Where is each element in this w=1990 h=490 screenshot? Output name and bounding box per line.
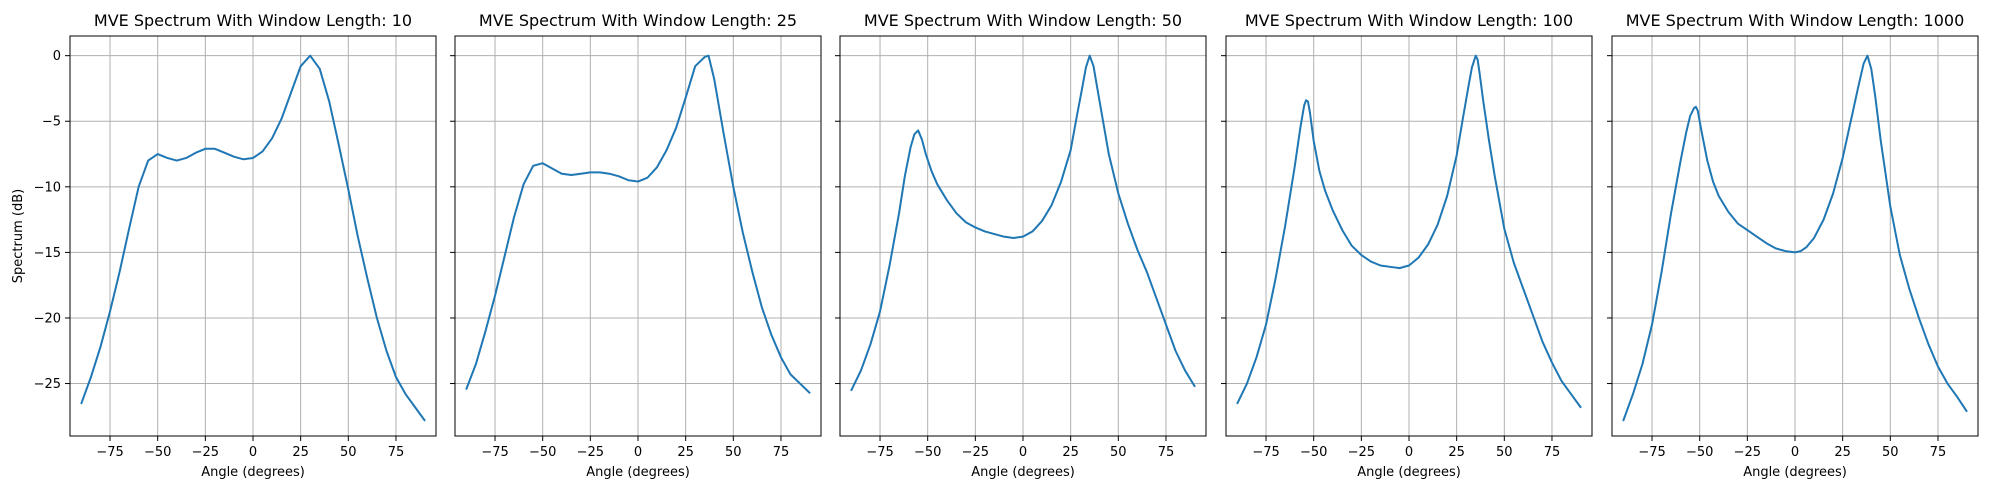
x-tick-label: −25: [1734, 445, 1761, 460]
x-tick-label: 0: [1405, 445, 1413, 460]
chart-title: MVE Spectrum With Window Length: 1000: [1626, 11, 1965, 30]
x-tick-label: −25: [192, 445, 219, 460]
y-tick-label: −25: [34, 377, 61, 392]
x-axis-label: Angle (degrees): [1357, 465, 1461, 480]
x-tick-label: 0: [634, 445, 642, 460]
x-tick-label: 75: [1544, 445, 1561, 460]
y-tick-label: −10: [34, 180, 61, 195]
x-tick-label: 75: [773, 445, 790, 460]
x-tick-label: 0: [249, 445, 257, 460]
x-tick-label: 25: [292, 445, 309, 460]
x-tick-label: 50: [725, 445, 742, 460]
x-tick-label: −25: [962, 445, 989, 460]
x-tick-label: 75: [1158, 445, 1175, 460]
chart-panel-4: −75 −50 −25 0 25 50 75 MVE Spectrum With Window…: [1221, 11, 1593, 480]
x-tick-label: 25: [1834, 445, 1851, 460]
x-tick-label: −50: [1300, 445, 1327, 460]
chart-title: MVE Spectrum With Window Length: 25: [479, 11, 797, 30]
chart-title: MVE Spectrum With Window Length: 50: [864, 11, 1182, 30]
x-tick-label: 0: [1791, 445, 1799, 460]
x-axis-label: Angle (degrees): [1743, 465, 1847, 480]
x-tick-label: 75: [388, 445, 405, 460]
x-axis-label: Angle (degrees): [201, 465, 305, 480]
x-tick-label: −75: [1638, 445, 1665, 460]
x-tick-label: −50: [914, 445, 941, 460]
y-tick-label: 0: [53, 49, 61, 64]
x-tick-label: 25: [1448, 445, 1465, 460]
chart-panel-1: −75 −50 −25 0 25 50 75 0 −5 −10 −15 −20 −25 MVE Spect…: [11, 11, 437, 480]
x-tick-label: 75: [1930, 445, 1947, 460]
y-tick-label: −5: [42, 115, 61, 130]
x-tick-label: 50: [1110, 445, 1127, 460]
x-axis-label: Angle (degrees): [586, 465, 690, 480]
y-tick-label: −15: [34, 246, 61, 261]
x-tick-label: 50: [1882, 445, 1899, 460]
x-tick-label: −50: [529, 445, 556, 460]
x-tick-label: 50: [340, 445, 357, 460]
series-line: [1236, 54, 1582, 409]
series-line: [80, 54, 426, 422]
y-axis-label: Spectrum (dB): [11, 189, 26, 283]
series-line: [850, 54, 1196, 392]
chart-panel-3: −75 −50 −25 0 25 50 75 MVE Spectrum With Window…: [835, 11, 1207, 480]
x-tick-label: −50: [144, 445, 171, 460]
x-tick-label: 25: [1062, 445, 1079, 460]
x-tick-label: −25: [1348, 445, 1375, 460]
series-line: [465, 54, 811, 394]
chart-title: MVE Spectrum With Window Length: 10: [94, 11, 412, 30]
x-tick-label: 50: [1496, 445, 1513, 460]
x-tick-label: −75: [1252, 445, 1279, 460]
x-tick-label: 25: [677, 445, 694, 460]
series-line: [1622, 54, 1968, 422]
y-tick-label: −20: [34, 311, 61, 326]
x-tick-label: −75: [481, 445, 508, 460]
chart-panel-5: −75 −50 −25 0 25 50 75 MVE Spectrum With Window…: [1607, 11, 1979, 480]
chart-panel-2: −75 −50 −25 0 25 50 75 MVE Spectrum With Window…: [450, 11, 822, 480]
x-tick-label: −50: [1686, 445, 1713, 460]
x-tick-label: 0: [1019, 445, 1027, 460]
x-tick-label: −25: [577, 445, 604, 460]
x-tick-label: −75: [96, 445, 123, 460]
chart-title: MVE Spectrum With Window Length: 100: [1245, 11, 1573, 30]
x-axis-label: Angle (degrees): [971, 465, 1075, 480]
x-tick-label: −75: [866, 445, 893, 460]
